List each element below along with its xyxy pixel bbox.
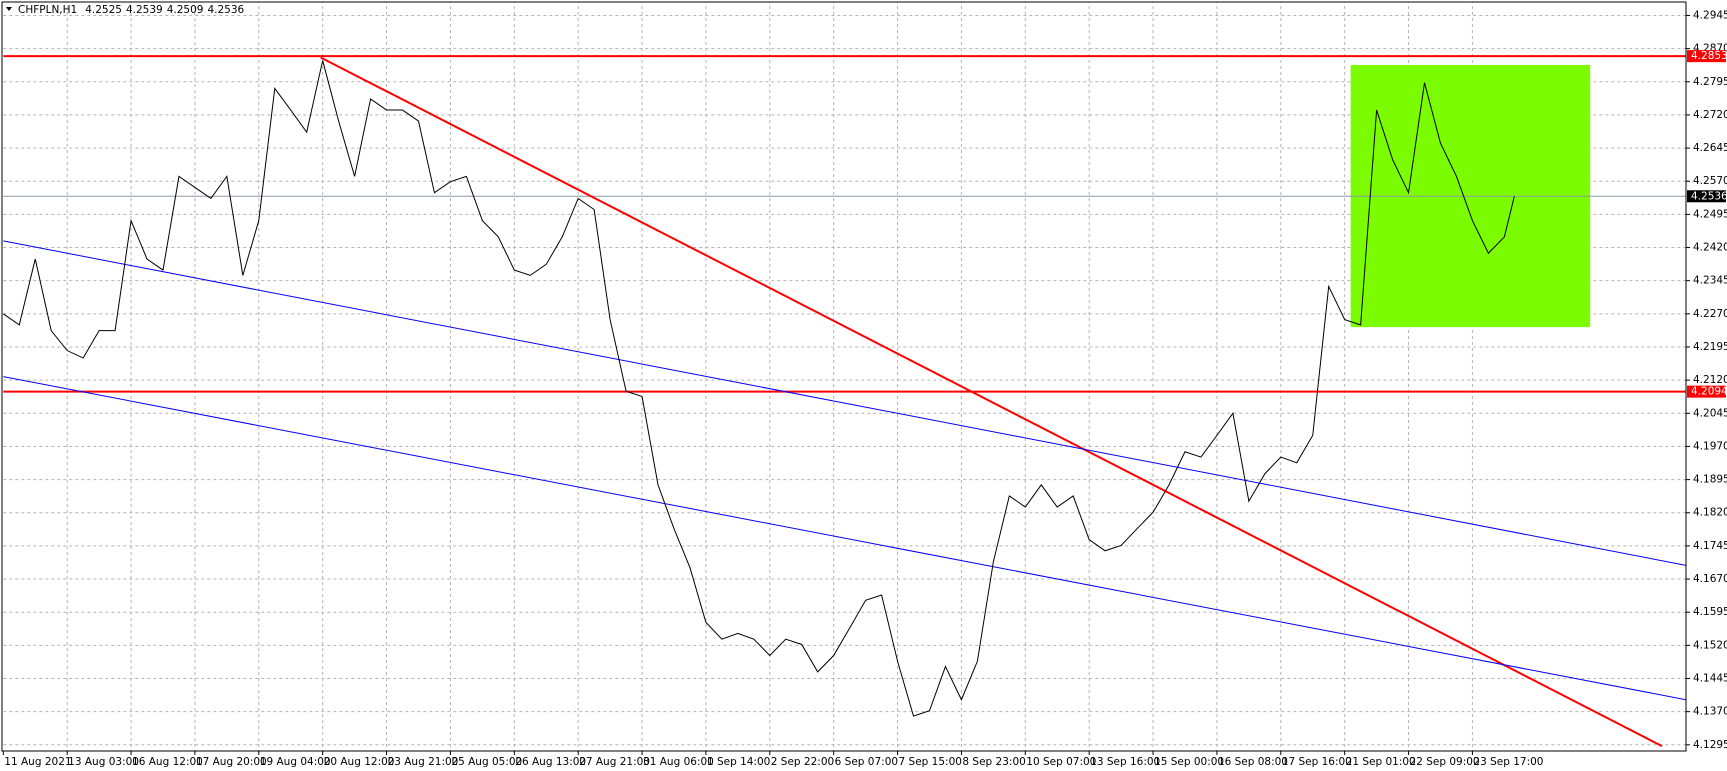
x-tick-label: 20 Aug 12:00 (324, 756, 395, 768)
header: CHFPLN,H1 4.2525 4.2539 4.2509 4.2536 (18, 4, 245, 16)
y-tick-label: 4.1970 (1693, 440, 1727, 452)
y-tick-label: 4.2420 (1693, 242, 1727, 254)
ohlc-value: 4.2509 (167, 4, 204, 16)
x-tick-label: 23 Aug 21:00 (388, 756, 459, 768)
trendline (3, 376, 1686, 701)
y-tick-label: 4.1670 (1693, 573, 1727, 585)
price-line (3, 60, 1515, 717)
trendline (320, 56, 1663, 748)
y-tick-label: 4.2270 (1693, 308, 1727, 320)
x-tick-label: 13 Aug 03:00 (68, 756, 139, 768)
price-tag (1687, 190, 1726, 203)
x-tick-label: 17 Aug 20:00 (196, 756, 267, 768)
y-tick-label: 4.1445 (1693, 673, 1727, 685)
y-tick-label: 4.1595 (1693, 606, 1727, 618)
y-tick-label: 4.2945 (1693, 9, 1727, 21)
x-tick-label: 21 Sep 01:00 (1346, 756, 1416, 768)
trendline (3, 240, 1686, 566)
y-tick-label: 4.2195 (1693, 341, 1727, 353)
y-tick-label: 4.2795 (1693, 76, 1727, 88)
symbol: CHFPLN,H1 (18, 4, 77, 16)
axes: 4.29454.28704.27954.27204.26454.25704.24… (2, 9, 1727, 768)
y-tick-label: 4.2120 (1693, 374, 1727, 386)
x-tick-label: 10 Sep 07:00 (1026, 756, 1096, 768)
x-tick-label: 26 Aug 13:00 (515, 756, 586, 768)
plot (3, 55, 1686, 748)
x-tick-label: 25 Aug 05:00 (451, 756, 522, 768)
price-tag-label: 4.2853 (1691, 50, 1727, 62)
x-tick-label: 22 Sep 09:00 (1410, 756, 1480, 768)
ohlc-value: 4.2536 (207, 4, 244, 16)
x-tick-label: 16 Aug 12:00 (132, 756, 203, 768)
x-tick-label: 31 Aug 06:00 (643, 756, 714, 768)
y-tick-label: 4.1895 (1693, 474, 1727, 486)
y-tick-label: 4.1745 (1693, 540, 1727, 552)
x-tick-label: 1 Sep 14:00 (707, 756, 770, 768)
y-tick-label: 4.1820 (1693, 507, 1727, 519)
plot-frame (1, 1, 1687, 752)
y-tick-label: 4.1520 (1693, 639, 1727, 651)
menu-triangle[interactable] (6, 7, 12, 11)
x-tick-label: 13 Sep 16:00 (1090, 756, 1160, 768)
x-tick-label: 15 Sep 00:00 (1154, 756, 1224, 768)
price-tag-label: 4.2536 (1691, 190, 1727, 202)
ohlc-value: 4.2525 (85, 4, 122, 16)
y-tick-label: 4.2345 (1693, 275, 1727, 287)
x-tick-label: 19 Aug 04:00 (260, 756, 331, 768)
x-tick-label: 7 Sep 15:00 (899, 756, 962, 768)
y-tick-label: 4.1295 (1693, 739, 1727, 751)
y-tick-label: 4.1370 (1693, 706, 1727, 718)
price-tag-label: 4.2094 (1691, 386, 1727, 398)
x-tick-label: 17 Sep 16:00 (1282, 756, 1352, 768)
y-tick-label: 4.2645 (1693, 142, 1727, 154)
y-tick-label: 4.2495 (1693, 208, 1727, 220)
price-tag (1687, 50, 1726, 63)
x-tick-label: 8 Sep 23:00 (962, 756, 1025, 768)
price-tag (1687, 385, 1726, 398)
x-tick-label: 23 Sep 17:00 (1473, 756, 1543, 768)
y-tick-label: 4.2570 (1693, 175, 1727, 187)
y-tick-label: 4.2045 (1693, 407, 1727, 419)
plot-background (3, 2, 1686, 751)
x-tick-label: 2 Sep 22:00 (771, 756, 834, 768)
ohlc-value: 4.2539 (126, 4, 163, 16)
y-tick-label: 4.2720 (1693, 109, 1727, 121)
x-tick-label: 27 Aug 21:00 (579, 756, 650, 768)
x-tick-label: 16 Sep 08:00 (1218, 756, 1288, 768)
x-tick-label: 11 Aug 2021 (4, 756, 71, 768)
x-tick-label: 6 Sep 07:00 (835, 756, 898, 768)
